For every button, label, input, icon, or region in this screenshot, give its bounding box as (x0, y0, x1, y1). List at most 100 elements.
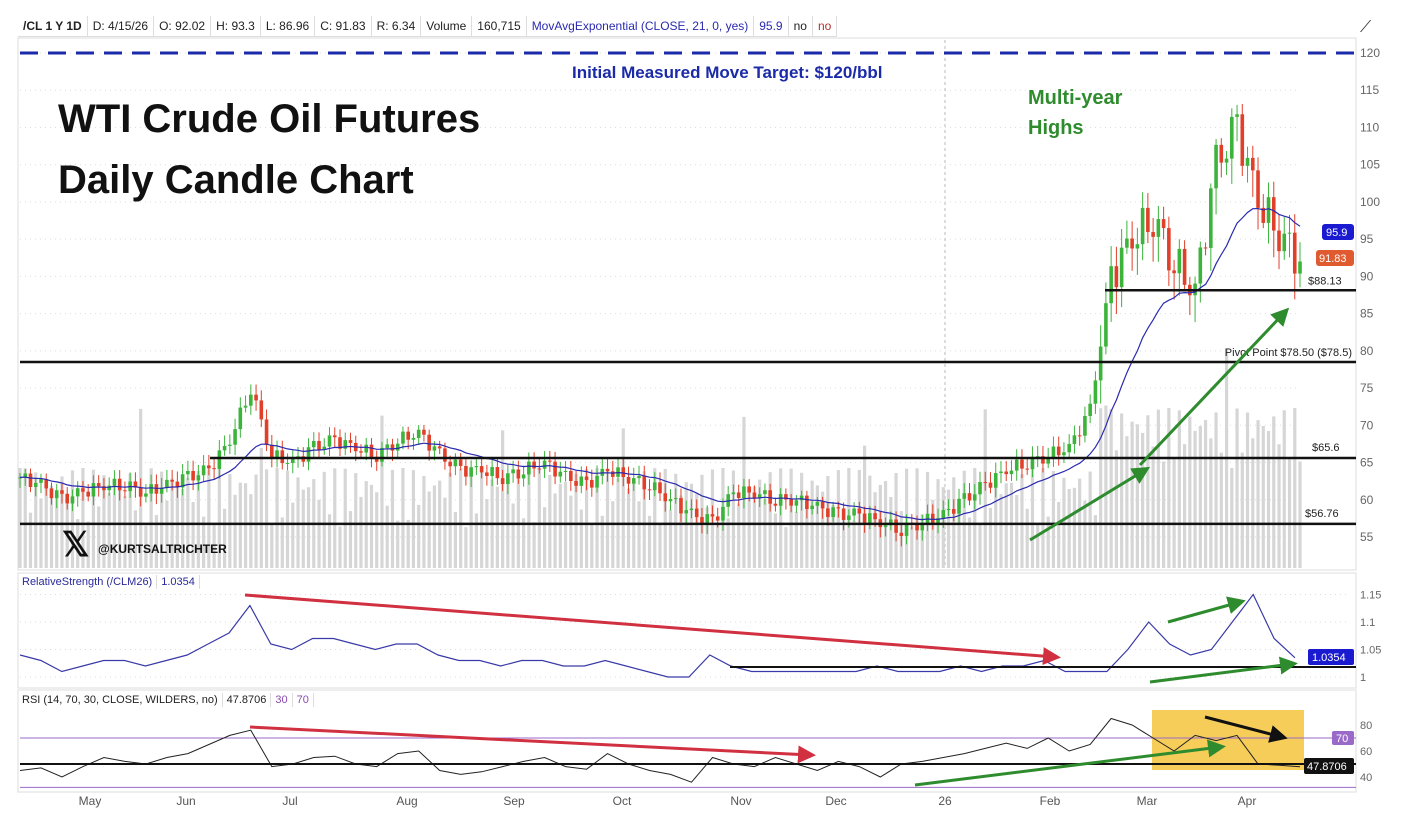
candle-body (411, 437, 416, 440)
candle-body (700, 517, 704, 524)
candle-body (228, 444, 232, 446)
study-option-2: no (813, 16, 838, 36)
volume-bar (249, 494, 253, 568)
volume-bar (527, 468, 531, 568)
volume-bar (1015, 494, 1019, 568)
rsi-band-low: 30 (271, 693, 293, 707)
candle-body (584, 476, 589, 480)
price-tick-label: 115 (1360, 83, 1379, 97)
volume-bar (962, 470, 966, 568)
volume-bar (280, 517, 284, 568)
ema-badge (1322, 224, 1354, 240)
volume-bar (254, 474, 258, 568)
candle-body (689, 508, 694, 511)
candle-body (752, 492, 757, 499)
candle-body (332, 435, 337, 438)
volume-bar (1088, 471, 1092, 568)
price-tick-label: 60 (1360, 493, 1374, 507)
candle-body (1214, 144, 1218, 189)
candle-body (1151, 232, 1155, 237)
volume-bar (1135, 424, 1139, 568)
volume-bar (1156, 409, 1160, 568)
candle-body (327, 435, 332, 447)
volume-bar (406, 519, 410, 568)
candle-body (1292, 232, 1297, 274)
candle-body (222, 445, 227, 451)
price-tick-label: 120 (1360, 46, 1380, 60)
volume-bar (34, 472, 38, 568)
volume-bar (595, 468, 599, 568)
volume-bar (1151, 446, 1155, 568)
candle-body (768, 490, 772, 504)
candle-body (44, 479, 49, 489)
x-logo-icon: 𝕏 (62, 526, 89, 564)
candle-body (532, 461, 536, 469)
volume-bar (689, 483, 694, 568)
candle-body (1230, 116, 1234, 159)
symbol-label[interactable]: /CL 1 Y 1D (18, 16, 88, 36)
candle-body (23, 473, 28, 478)
candle-body (270, 444, 274, 458)
candle-body (972, 494, 977, 501)
study-label[interactable]: MovAvgExponential (CLOSE, 21, 0, yes) (527, 16, 755, 36)
candle-body (857, 508, 862, 514)
volume-bar (574, 473, 578, 568)
ema-badge-text: 95.9 (1326, 227, 1347, 239)
volume-bar (202, 516, 206, 568)
rsi-label[interactable]: RSI (14, 70, 30, CLOSE, WILDERS, no) (18, 693, 223, 707)
volume-bar (1272, 416, 1276, 568)
candle-body (626, 476, 631, 484)
candle-body (196, 475, 201, 481)
price-panel (17, 37, 1357, 571)
candle-body (1271, 197, 1276, 231)
candle-body (1240, 114, 1245, 166)
candle-body (1093, 380, 1098, 404)
high-value: H: 93.3 (211, 16, 261, 36)
candle-body (652, 482, 657, 491)
candle-body (1298, 261, 1302, 274)
volume-bar (852, 520, 856, 568)
candle-body (894, 519, 898, 533)
study-value: 95.9 (754, 16, 789, 36)
candle-body (1088, 403, 1092, 416)
divergence-arrow (1204, 715, 1288, 743)
date-value: D: 4/15/26 (88, 16, 155, 36)
chart-title-line2: Daily Candle Chart (58, 158, 414, 202)
volume-bar (144, 525, 148, 568)
candle-body (374, 456, 379, 462)
candle-body (1119, 247, 1124, 288)
volume-bar (1266, 430, 1271, 568)
divergence-arrow (249, 725, 816, 764)
candle-body (983, 482, 988, 484)
volume-bar (264, 469, 269, 568)
candle-body (490, 467, 494, 476)
candle-body (175, 481, 180, 488)
volume-bar (28, 512, 33, 568)
candle-body (1014, 459, 1019, 471)
candle-body (747, 486, 751, 493)
volume-bar (695, 493, 699, 568)
candle-body (731, 492, 736, 495)
level-label-88: $88.13 (1308, 275, 1342, 287)
volume-bar (1146, 415, 1150, 568)
candle-body (516, 469, 521, 479)
candle-body (1009, 470, 1014, 475)
volume-bar (668, 509, 673, 568)
volume-bar (1214, 412, 1218, 568)
candle-body (1224, 158, 1229, 163)
trend-arrow (1029, 466, 1151, 542)
volume-bar (642, 471, 646, 568)
x-tick-label: Feb (1040, 794, 1061, 808)
candle-body (1266, 197, 1271, 223)
x-tick-label: May (79, 794, 102, 808)
candle-body (962, 493, 967, 499)
volume-bar (705, 507, 709, 568)
volume-bar (291, 502, 295, 568)
rs-label[interactable]: RelativeStrength (/CLM26) (18, 575, 158, 589)
volume-bar (1067, 488, 1071, 568)
rsi-line (19, 717, 1301, 783)
volume-bar (81, 468, 85, 568)
volume-bar (784, 527, 788, 568)
study-option-1: no (789, 16, 813, 36)
